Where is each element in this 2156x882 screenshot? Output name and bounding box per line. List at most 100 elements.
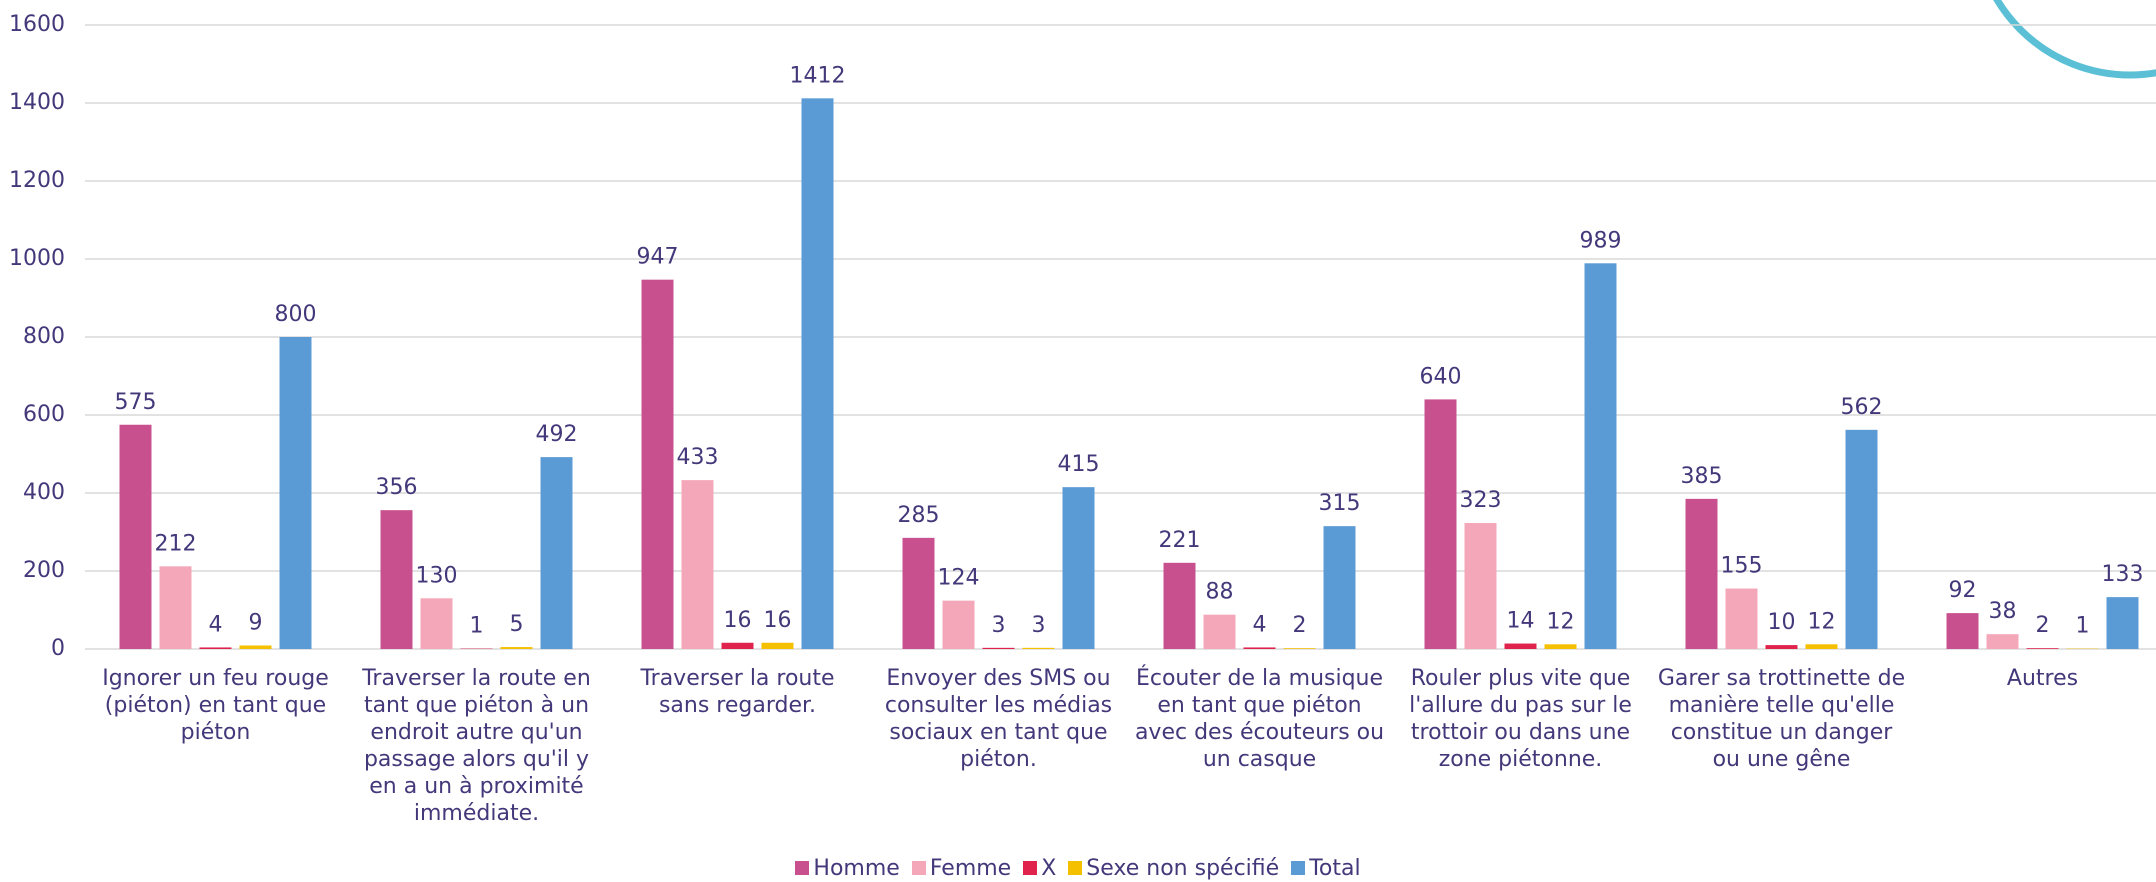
- data-label: 221: [1159, 528, 1201, 553]
- x-tick-label: Rouler plus vite que l'allure du pas sur…: [1409, 666, 1632, 772]
- bar: [1323, 526, 1356, 649]
- legend-label: Femme: [929, 856, 1012, 881]
- legend: Homme Femme X Sexe non spécifié Total: [0, 856, 2156, 881]
- bar: [1544, 644, 1577, 649]
- x-tick-label: Garer sa trottinette de manière telle qu…: [1657, 666, 1906, 772]
- data-label: 212: [155, 531, 197, 556]
- bar: [159, 566, 192, 649]
- data-label: 133: [2102, 562, 2144, 587]
- data-label: 575: [115, 390, 157, 415]
- bar: [641, 279, 674, 649]
- x-tick-label: Traverser la route sans regarder.: [640, 666, 835, 718]
- data-label: 4: [1253, 612, 1267, 637]
- bar: [2106, 597, 2139, 649]
- bar: [279, 337, 312, 649]
- bar: [681, 480, 714, 649]
- bar: [420, 598, 453, 649]
- data-label: 155: [1721, 554, 1763, 579]
- bar: [1725, 588, 1758, 649]
- data-label: 415: [1058, 452, 1100, 477]
- data-label: 640: [1420, 364, 1462, 389]
- data-label: 2: [1293, 613, 1307, 638]
- bar: [2026, 648, 2059, 649]
- bar: [1424, 399, 1457, 649]
- bar: [1685, 498, 1718, 649]
- bar: [982, 647, 1015, 649]
- bar: [1464, 523, 1497, 649]
- y-tick-label: 1600: [9, 12, 65, 37]
- data-label: 947: [637, 245, 679, 270]
- bar: [1203, 614, 1236, 649]
- legend-item: Sexe non spécifié: [1068, 856, 1279, 881]
- bar: [1986, 634, 2019, 649]
- data-label: 492: [536, 422, 578, 447]
- legend-item: Total: [1291, 856, 1361, 881]
- y-tick-label: 1400: [9, 90, 65, 115]
- bar: [1504, 643, 1537, 649]
- data-label: 4: [209, 612, 223, 637]
- x-tick-label: Ignorer un feu rouge (piéton) en tant qu…: [102, 666, 329, 745]
- x-tick-label: Écouter de la musique en tant que piéton…: [1134, 666, 1385, 772]
- bar: [1163, 562, 1196, 649]
- data-label: 433: [677, 445, 719, 470]
- bar: [761, 642, 794, 649]
- data-label: 88: [1206, 580, 1234, 605]
- data-label: 800: [275, 302, 317, 327]
- legend-label: Sexe non spécifié: [1086, 856, 1280, 881]
- legend-label: Homme: [813, 856, 900, 881]
- bar: [1283, 648, 1316, 649]
- bar: [1845, 429, 1878, 649]
- data-label: 130: [416, 563, 458, 588]
- data-label: 12: [1808, 609, 1836, 634]
- legend-item: X: [1023, 856, 1056, 881]
- bar: [1805, 644, 1838, 649]
- bar: [1765, 645, 1798, 649]
- data-label: 562: [1841, 395, 1883, 420]
- x-tick-label: Envoyer des SMS ou consulter les médias …: [884, 666, 1113, 772]
- bar: [1243, 647, 1276, 649]
- data-label: 1412: [790, 63, 846, 88]
- y-tick-label: 400: [23, 480, 65, 505]
- data-label: 16: [764, 608, 792, 633]
- legend-label: Total: [1309, 856, 1361, 881]
- data-label: 989: [1580, 228, 1622, 253]
- data-label: 14: [1507, 609, 1535, 634]
- data-label: 124: [938, 566, 980, 591]
- legend-item: Homme: [795, 856, 900, 881]
- bar: [801, 98, 834, 649]
- bar: [1022, 647, 1055, 649]
- y-tick-label: 800: [23, 324, 65, 349]
- bar: [1062, 487, 1095, 649]
- legend-swatch: [1023, 861, 1038, 875]
- bar: [1584, 263, 1617, 649]
- x-tick-label: Autres: [2006, 666, 2079, 691]
- legend-item: Femme: [911, 856, 1012, 881]
- data-label: 38: [1989, 599, 2017, 624]
- legend-swatch: [911, 861, 926, 875]
- data-label: 3: [1032, 613, 1046, 638]
- bar: [239, 645, 272, 649]
- legend-swatch: [795, 861, 810, 875]
- data-label: 9: [249, 610, 263, 635]
- data-label: 1: [470, 614, 484, 639]
- bar: [1946, 613, 1979, 649]
- data-label: 3: [992, 613, 1006, 638]
- decoration: [1993, 0, 2156, 79]
- data-label: 12: [1547, 609, 1575, 634]
- data-label: 285: [898, 503, 940, 528]
- data-label: 385: [1681, 464, 1723, 489]
- y-tick-label: 600: [23, 402, 65, 427]
- data-label: 315: [1319, 491, 1361, 516]
- bar: [942, 600, 975, 649]
- bar: [721, 642, 754, 649]
- bar: [199, 647, 232, 649]
- bar: [380, 510, 413, 649]
- data-label: 10: [1768, 610, 1796, 635]
- data-label: 323: [1460, 488, 1502, 513]
- data-label: 2: [2036, 613, 2050, 638]
- data-label: 92: [1949, 578, 1977, 603]
- bar: [902, 537, 935, 649]
- y-tick-label: 1000: [9, 246, 65, 271]
- legend-swatch: [1068, 861, 1083, 875]
- data-label: 5: [510, 612, 524, 637]
